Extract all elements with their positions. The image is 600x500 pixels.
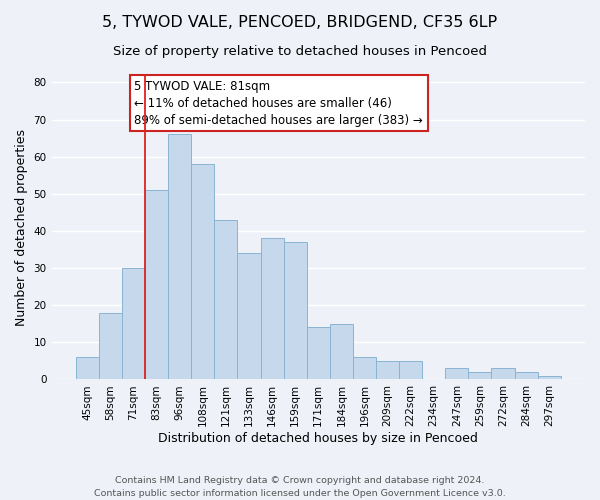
Bar	[491, 368, 515, 380]
Bar	[538, 376, 561, 380]
Bar	[307, 328, 330, 380]
Text: 5 TYWOD VALE: 81sqm
← 11% of detached houses are smaller (46)
89% of semi-detach: 5 TYWOD VALE: 81sqm ← 11% of detached ho…	[134, 80, 423, 126]
Bar	[330, 324, 353, 380]
Y-axis label: Number of detached properties: Number of detached properties	[15, 128, 28, 326]
Bar	[122, 268, 145, 380]
Bar	[214, 220, 238, 380]
Bar	[284, 242, 307, 380]
Text: 5, TYWOD VALE, PENCOED, BRIDGEND, CF35 6LP: 5, TYWOD VALE, PENCOED, BRIDGEND, CF35 6…	[103, 15, 497, 30]
Bar	[376, 361, 399, 380]
Bar	[515, 372, 538, 380]
Text: Size of property relative to detached houses in Pencoed: Size of property relative to detached ho…	[113, 45, 487, 58]
X-axis label: Distribution of detached houses by size in Pencoed: Distribution of detached houses by size …	[158, 432, 478, 445]
Bar	[191, 164, 214, 380]
Bar	[469, 372, 491, 380]
Bar	[76, 357, 99, 380]
Bar	[260, 238, 284, 380]
Bar	[399, 361, 422, 380]
Bar	[145, 190, 168, 380]
Bar	[353, 357, 376, 380]
Bar	[168, 134, 191, 380]
Text: Contains HM Land Registry data © Crown copyright and database right 2024.
Contai: Contains HM Land Registry data © Crown c…	[94, 476, 506, 498]
Bar	[445, 368, 469, 380]
Bar	[99, 312, 122, 380]
Bar	[238, 253, 260, 380]
